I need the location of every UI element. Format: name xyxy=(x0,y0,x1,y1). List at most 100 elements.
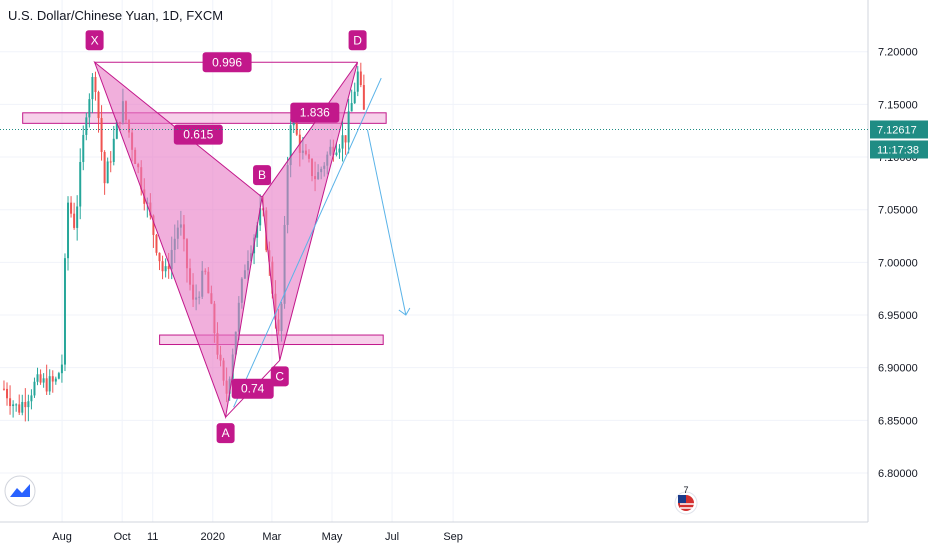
candle-body xyxy=(33,381,36,396)
x-tick-label: Oct xyxy=(114,531,131,543)
candle-body xyxy=(338,148,341,153)
candle-body xyxy=(359,71,362,86)
candle-body xyxy=(6,388,9,399)
projection-arrow[interactable] xyxy=(366,129,407,316)
candle-body xyxy=(36,374,39,382)
candle-body xyxy=(12,404,15,407)
point-label-C-box xyxy=(270,366,289,387)
candle-body xyxy=(45,378,48,392)
candle-body xyxy=(259,208,262,226)
candle-body xyxy=(2,388,5,390)
candle-body xyxy=(158,252,161,262)
x-tick-label: May xyxy=(322,531,343,543)
flag-blue xyxy=(678,495,686,503)
projection-arrowhead xyxy=(398,307,411,316)
zone-resistance[interactable] xyxy=(22,112,387,124)
candle-body xyxy=(256,225,259,238)
us-flag-badge-icon[interactable]: 7 xyxy=(674,485,698,515)
y-tick-label: 6.80000 xyxy=(878,468,918,480)
candle-body xyxy=(57,373,60,379)
candle-body xyxy=(91,76,94,100)
countdown-tag: 11:17:38 xyxy=(877,144,919,156)
point-label-A: A xyxy=(222,426,230,440)
last-price-tag-box xyxy=(870,120,928,139)
y-tick-label: 6.90000 xyxy=(878,363,918,375)
candle-body xyxy=(155,234,158,253)
candle-body xyxy=(39,374,42,383)
candle-body xyxy=(70,202,73,214)
candle-body xyxy=(76,206,79,228)
candle-body xyxy=(167,266,170,270)
candle-body xyxy=(63,258,66,365)
ratio-label-X-B: 0.615 xyxy=(183,128,213,142)
x-tick-label: Mar xyxy=(262,531,281,543)
candle-body xyxy=(94,76,97,93)
candle-body xyxy=(335,152,338,155)
x-tick-label: Jul xyxy=(385,531,399,543)
candle-body xyxy=(112,138,115,162)
candle-body xyxy=(42,378,45,383)
y-tick-label: 7.00000 xyxy=(878,257,918,269)
x-tick-label: 11 xyxy=(147,531,158,543)
candle-body xyxy=(85,117,88,135)
point-label-X-box xyxy=(85,30,104,51)
candle-body xyxy=(82,134,85,163)
candle-body xyxy=(362,85,365,110)
candle-body xyxy=(353,91,356,104)
ratio-label-B-D-box xyxy=(290,102,340,123)
candle-body xyxy=(51,376,54,382)
candle-body xyxy=(73,213,76,228)
ratio-label-X-D: 0.996 xyxy=(212,55,242,69)
candle-body xyxy=(115,121,118,139)
trendline[interactable] xyxy=(233,77,382,408)
candle-body xyxy=(48,376,51,392)
candle-body xyxy=(60,364,63,374)
point-label-B-box xyxy=(253,165,272,186)
candle-body xyxy=(54,378,57,382)
candle-body xyxy=(356,71,359,92)
pattern-layer[interactable]: X A B C D 0.615 0.74 1.836 0.996 xyxy=(85,30,411,444)
flag-badge-count: 7 xyxy=(683,485,688,495)
candle-body xyxy=(295,122,298,135)
candle-body xyxy=(341,135,344,149)
candle-body xyxy=(97,92,100,119)
candle-body xyxy=(21,401,24,413)
y-tick-label: 6.85000 xyxy=(878,415,918,427)
point-label-C: C xyxy=(275,369,284,383)
candle-body xyxy=(161,261,164,272)
candle-body xyxy=(106,161,109,184)
candle-body xyxy=(27,401,30,408)
candle-body xyxy=(347,111,350,143)
point-label-D: D xyxy=(353,33,362,47)
logo-cloud-shape xyxy=(10,484,30,497)
candle-body xyxy=(292,122,295,126)
zone-layer xyxy=(22,112,387,346)
ratio-label-B-D: 1.836 xyxy=(300,106,330,120)
ratio-label-X-D-box xyxy=(202,52,252,73)
candle-body xyxy=(350,103,353,112)
candle-body xyxy=(79,162,82,207)
candle-body xyxy=(67,202,70,259)
candle-body xyxy=(24,401,27,408)
tag-layer: 7.12617 11:17:38 7 xyxy=(0,120,928,515)
last-price-tag: 7.12617 xyxy=(877,124,917,136)
candle-body xyxy=(152,215,155,235)
ratio-label-A-C-box xyxy=(231,378,274,399)
x-tick-label: 2020 xyxy=(201,531,225,543)
candle-body xyxy=(289,125,292,166)
zone-support[interactable] xyxy=(159,334,384,346)
candle-body xyxy=(109,161,112,163)
ratio-label-A-C: 0.74 xyxy=(241,382,265,396)
x-tick-label: Sep xyxy=(443,531,463,543)
point-label-X: X xyxy=(91,33,99,47)
candle-body xyxy=(164,266,167,272)
x-tick-label: Aug xyxy=(52,531,72,543)
point-label-D-box xyxy=(348,30,367,51)
candle-body xyxy=(15,404,18,406)
candle-body xyxy=(18,404,21,413)
y-tick-label: 7.15000 xyxy=(878,99,918,111)
tradingview-cloud-icon[interactable] xyxy=(4,475,36,507)
